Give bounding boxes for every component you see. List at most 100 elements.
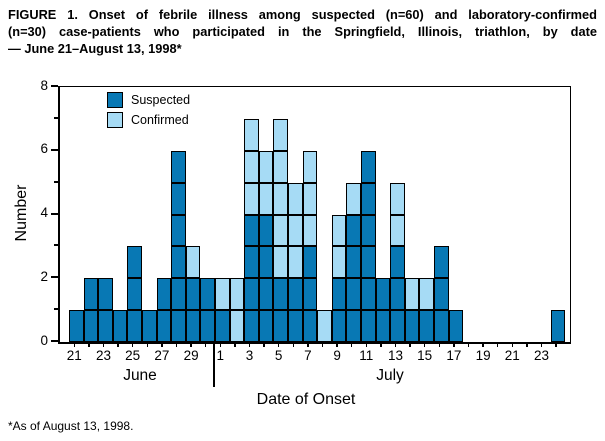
x-day-tick	[277, 343, 280, 347]
bar-segment	[390, 182, 405, 215]
bar-segment	[258, 310, 274, 342]
x-day-tick	[219, 343, 222, 347]
x-day-tick	[423, 343, 426, 347]
x-day-tick	[161, 343, 163, 347]
bar-segment	[361, 150, 376, 183]
bar-segment	[390, 310, 405, 342]
x-tick-label: 23	[533, 348, 550, 363]
bar-segment	[185, 246, 201, 279]
bar-segment	[171, 310, 186, 342]
bar-segment	[171, 150, 186, 183]
x-day-tick	[248, 343, 251, 347]
bar-segment	[390, 278, 405, 311]
x-day-tick	[380, 343, 382, 347]
x-day-tick	[73, 343, 76, 347]
x-day-tick	[336, 343, 338, 347]
x-tick-label: 11	[359, 348, 374, 363]
month-separator-line	[213, 343, 215, 387]
title-line-1: FIGURE 1. Onset of febrile illness among…	[8, 7, 597, 22]
bar-segment	[361, 310, 376, 342]
bar-segment	[185, 310, 201, 342]
bar-segment	[127, 246, 142, 279]
bar-segment	[288, 278, 303, 311]
y-major-tick	[51, 85, 58, 87]
x-tick-label: 17	[446, 348, 462, 363]
legend-item-suspected: Suspected	[107, 92, 190, 108]
bar-segment	[200, 310, 215, 342]
bar-segment	[244, 310, 259, 342]
bar-segment	[83, 278, 99, 311]
y-minor-tick	[54, 244, 58, 247]
suspected-swatch	[107, 92, 123, 108]
bar-segment	[550, 310, 566, 342]
bar-segment	[273, 182, 288, 215]
bar-segment	[273, 278, 288, 311]
bar-segment	[171, 182, 186, 215]
bars-layer	[60, 87, 570, 342]
bar-segment	[361, 182, 376, 215]
bar-segment	[404, 278, 420, 311]
bar-segment	[331, 214, 347, 247]
month-label-june: June	[123, 367, 157, 384]
x-tick-label: 13	[387, 348, 404, 363]
bar-segment	[273, 246, 288, 279]
legend-item-confirmed: Confirmed	[107, 112, 190, 128]
x-day-tick	[394, 343, 397, 347]
x-day-tick	[146, 343, 149, 347]
bar-segment	[434, 246, 449, 279]
bar-segment	[258, 214, 274, 247]
x-tick-label: 25	[125, 348, 141, 363]
x-day-tick	[482, 343, 484, 347]
x-tick-label: 23	[95, 348, 112, 363]
bar-segment	[69, 310, 84, 342]
bar-segment	[419, 310, 434, 342]
bar-segment	[244, 246, 259, 279]
bar-segment	[331, 278, 347, 311]
y-minor-tick	[54, 180, 58, 183]
x-tick-label: 21	[504, 348, 520, 363]
bar-segment	[244, 150, 259, 183]
bar-segment	[375, 310, 391, 342]
figure-footnote: *As of August 13, 1998.	[8, 419, 134, 433]
bar-segment	[288, 182, 303, 215]
bar-segment	[156, 310, 172, 342]
x-day-tick	[204, 343, 207, 347]
bar-segment	[361, 246, 376, 279]
bar-segment	[112, 310, 128, 342]
bar-segment	[361, 214, 376, 247]
bar-segment	[273, 118, 288, 151]
bar-segment	[258, 150, 274, 183]
bar-segment	[346, 310, 361, 342]
x-day-tick	[190, 343, 192, 347]
confirmed-swatch	[107, 112, 123, 128]
x-day-tick	[453, 343, 455, 347]
x-tick-label: 29	[183, 348, 199, 363]
figure-title: FIGURE 1. Onset of febrile illness among…	[8, 6, 597, 57]
y-tick-label: 6	[40, 141, 48, 157]
x-day-tick	[526, 343, 528, 347]
bar-segment	[288, 246, 303, 279]
y-minor-tick	[54, 116, 58, 119]
bar-segment	[127, 278, 142, 311]
legend: Suspected Confirmed	[107, 92, 190, 132]
bar-segment	[200, 278, 215, 311]
bar-segment	[404, 310, 420, 342]
bar-segment	[302, 278, 318, 311]
bar-segment	[273, 310, 288, 342]
bar-segment	[98, 310, 113, 342]
x-day-tick	[234, 343, 236, 347]
bar-segment	[185, 278, 201, 311]
x-tick-label: 7	[304, 348, 312, 363]
bar-segment	[215, 310, 230, 342]
bar-segment	[375, 278, 391, 311]
bar-segment	[361, 278, 376, 311]
bar-segment	[171, 246, 186, 279]
bar-segment	[258, 278, 274, 311]
y-tick-label: 0	[40, 332, 48, 348]
bar-segment	[390, 214, 405, 247]
bar-segment	[331, 310, 347, 342]
bar-segment	[171, 278, 186, 311]
month-label-july: July	[376, 367, 404, 384]
x-day-tick	[175, 343, 178, 347]
